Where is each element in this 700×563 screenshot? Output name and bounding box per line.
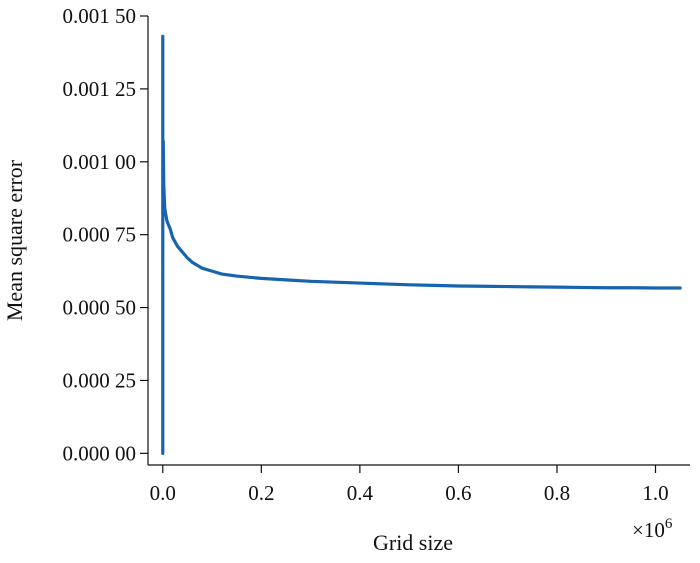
x-tick-label: 0.8: [544, 481, 570, 505]
x-tick-label: 0.2: [248, 481, 274, 505]
y-tick-label: 0.000 75: [63, 223, 137, 247]
x-tick-label: 0.4: [347, 481, 374, 505]
plot-area: [161, 34, 682, 455]
axes: 0.000 00 0.000 25 0.000 50 0.000 75 0.001 00…: [63, 4, 690, 505]
x-axis-multiplier-exponent: 6: [665, 516, 673, 532]
x-tick-label: 1.0: [642, 481, 668, 505]
x-tick-label: 0.0: [150, 481, 176, 505]
x-axis-title: Grid size: [373, 530, 453, 555]
series-line: [161, 34, 682, 455]
x-axis-multiplier-base: ×10: [632, 518, 665, 542]
y-axis-title: Mean square error: [2, 159, 27, 321]
y-tick-label: 0.001 00: [63, 150, 137, 174]
y-tick-label: 0.001 25: [63, 77, 137, 101]
y-tick-label: 0.000 00: [63, 441, 137, 465]
y-tick-label: 0.000 25: [63, 368, 137, 392]
y-tick-label: 0.000 50: [63, 296, 137, 320]
x-axis-multiplier: ×106: [632, 516, 673, 542]
y-tick-label: 0.001 50: [63, 4, 137, 28]
x-tick-label: 0.6: [445, 481, 471, 505]
